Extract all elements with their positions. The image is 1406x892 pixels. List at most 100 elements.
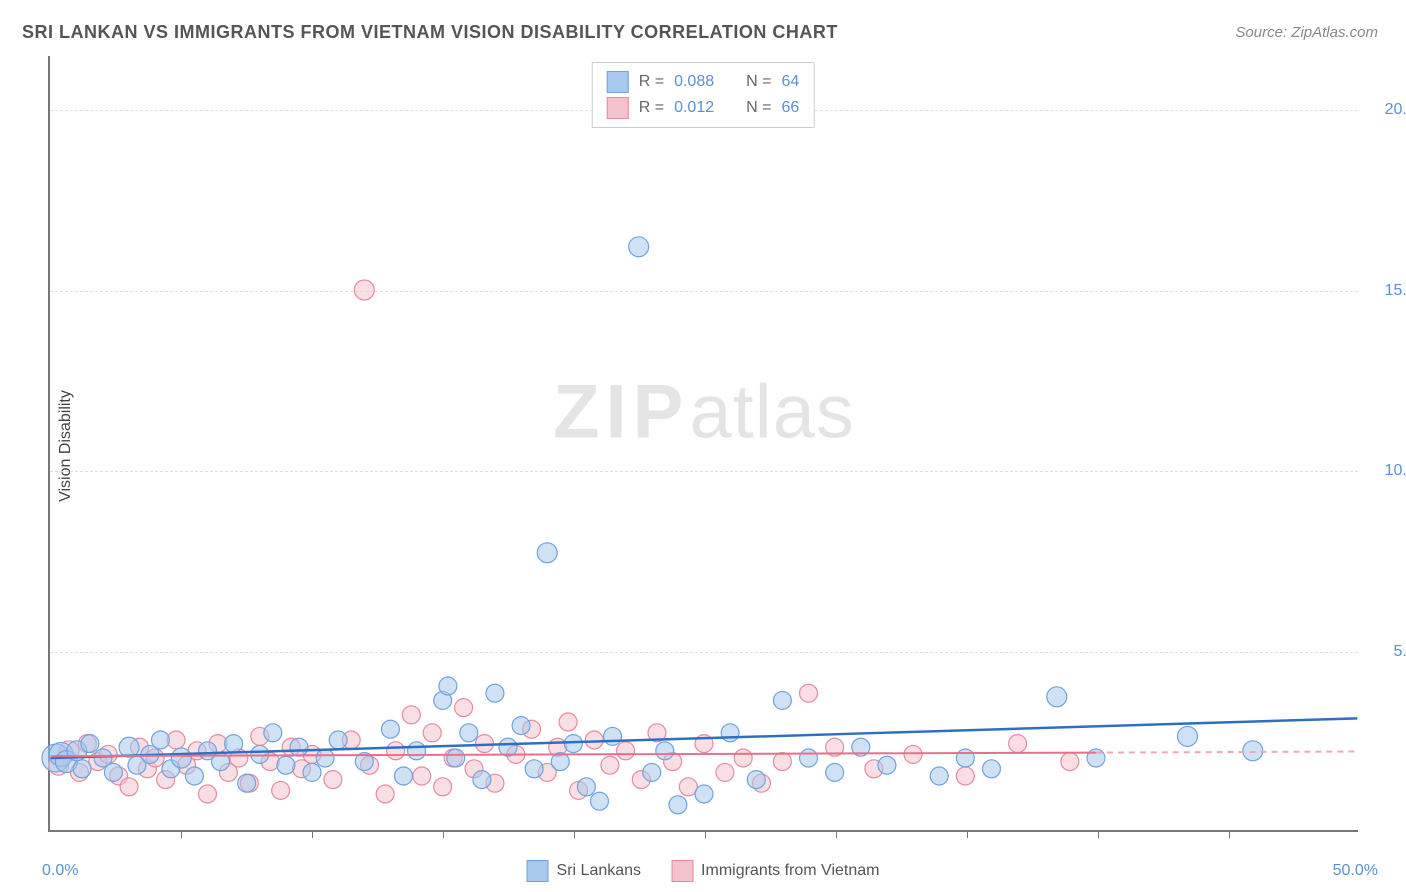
- stat-r-value: 0.012: [674, 99, 714, 117]
- y-tick-label: 20.0%: [1370, 101, 1406, 119]
- scatter-point: [537, 543, 557, 563]
- legend-swatch: [527, 860, 549, 882]
- source-name: ZipAtlas.com: [1291, 24, 1378, 41]
- scatter-point: [251, 745, 269, 763]
- scatter-point: [590, 792, 608, 810]
- scatter-point: [601, 756, 619, 774]
- stat-r-value: 0.088: [674, 73, 714, 91]
- scatter-point: [402, 706, 420, 724]
- chart-container: SRI LANKAN VS IMMIGRANTS FROM VIETNAM VI…: [0, 0, 1406, 892]
- scatter-point: [73, 760, 91, 778]
- stat-r-label: R =: [639, 99, 664, 117]
- chart-title: SRI LANKAN VS IMMIGRANTS FROM VIETNAM VI…: [22, 22, 838, 43]
- scatter-point: [629, 237, 649, 257]
- scatter-point: [394, 767, 412, 785]
- series-legend-item: Immigrants from Vietnam: [671, 860, 879, 882]
- stat-legend-row: R =0.088N =64: [607, 69, 800, 95]
- grid-line: [50, 291, 1358, 292]
- scatter-point: [199, 785, 217, 803]
- scatter-point: [656, 742, 674, 760]
- scatter-point: [303, 763, 321, 781]
- grid-line: [50, 652, 1358, 653]
- scatter-point: [1177, 726, 1197, 746]
- stat-n-value: 66: [781, 99, 799, 117]
- source-attribution: Source: ZipAtlas.com: [1235, 24, 1378, 41]
- scatter-point: [238, 774, 256, 792]
- x-tick: [1229, 830, 1230, 838]
- scatter-point: [499, 738, 517, 756]
- scatter-point: [1009, 735, 1027, 753]
- scatter-point: [956, 767, 974, 785]
- scatter-point: [439, 677, 457, 695]
- scatter-point: [434, 778, 452, 796]
- scatter-point: [408, 742, 426, 760]
- x-tick: [967, 830, 968, 838]
- stat-n-label: N =: [746, 99, 771, 117]
- scatter-point: [800, 749, 818, 767]
- scatter-point: [185, 767, 203, 785]
- series-legend-item: Sri Lankans: [527, 860, 642, 882]
- scatter-point: [695, 785, 713, 803]
- scatter-point: [120, 778, 138, 796]
- scatter-point: [564, 735, 582, 753]
- scatter-point: [1047, 687, 1067, 707]
- scatter-point: [643, 763, 661, 781]
- scatter-point: [486, 684, 504, 702]
- legend-swatch: [671, 860, 693, 882]
- series-label: Sri Lankans: [557, 862, 642, 880]
- x-tick: [705, 830, 706, 838]
- scatter-point: [721, 724, 739, 742]
- scatter-point: [1243, 741, 1263, 761]
- stat-n-label: N =: [746, 73, 771, 91]
- scatter-point: [171, 748, 191, 768]
- scatter-point: [316, 749, 334, 767]
- plot-svg: [50, 56, 1358, 830]
- source-prefix: Source:: [1235, 24, 1291, 41]
- x-tick: [1098, 830, 1099, 838]
- y-tick-label: 15.0%: [1370, 282, 1406, 300]
- y-tick-label: 10.0%: [1370, 462, 1406, 480]
- scatter-point: [290, 738, 308, 756]
- scatter-point: [329, 731, 347, 749]
- stat-legend: R =0.088N =64R =0.012N =66: [592, 62, 815, 128]
- scatter-point: [151, 731, 169, 749]
- x-tick: [836, 830, 837, 838]
- series-label: Immigrants from Vietnam: [701, 862, 879, 880]
- scatter-point: [264, 724, 282, 742]
- scatter-point: [387, 742, 405, 760]
- plot-area: ZIPatlas 5.0%10.0%15.0%20.0%: [48, 56, 1358, 832]
- scatter-point: [734, 749, 752, 767]
- scatter-point: [81, 735, 99, 753]
- x-tick: [443, 830, 444, 838]
- scatter-point: [1061, 753, 1079, 771]
- legend-swatch: [607, 97, 629, 119]
- scatter-point: [381, 720, 399, 738]
- series-legend: Sri Lankans Immigrants from Vietnam: [527, 860, 880, 882]
- scatter-point: [577, 778, 595, 796]
- scatter-point: [773, 753, 791, 771]
- scatter-point: [525, 760, 543, 778]
- y-tick-label: 5.0%: [1370, 643, 1406, 661]
- legend-swatch: [607, 71, 629, 93]
- stat-n-value: 64: [781, 73, 799, 91]
- scatter-point: [878, 756, 896, 774]
- scatter-point: [376, 785, 394, 803]
- scatter-point: [826, 763, 844, 781]
- scatter-point: [904, 745, 922, 763]
- scatter-point: [559, 713, 577, 731]
- trend-line: [1096, 752, 1357, 753]
- scatter-point: [930, 767, 948, 785]
- scatter-point: [277, 756, 295, 774]
- scatter-point: [413, 767, 431, 785]
- scatter-point: [455, 699, 473, 717]
- x-tick: [574, 830, 575, 838]
- scatter-point: [669, 796, 687, 814]
- x-axis-min-label: 0.0%: [42, 862, 78, 880]
- scatter-point: [272, 781, 290, 799]
- scatter-point: [604, 727, 622, 745]
- scatter-point: [956, 749, 974, 767]
- scatter-point: [225, 735, 243, 753]
- grid-line: [50, 471, 1358, 472]
- scatter-point: [716, 763, 734, 781]
- scatter-point: [104, 763, 122, 781]
